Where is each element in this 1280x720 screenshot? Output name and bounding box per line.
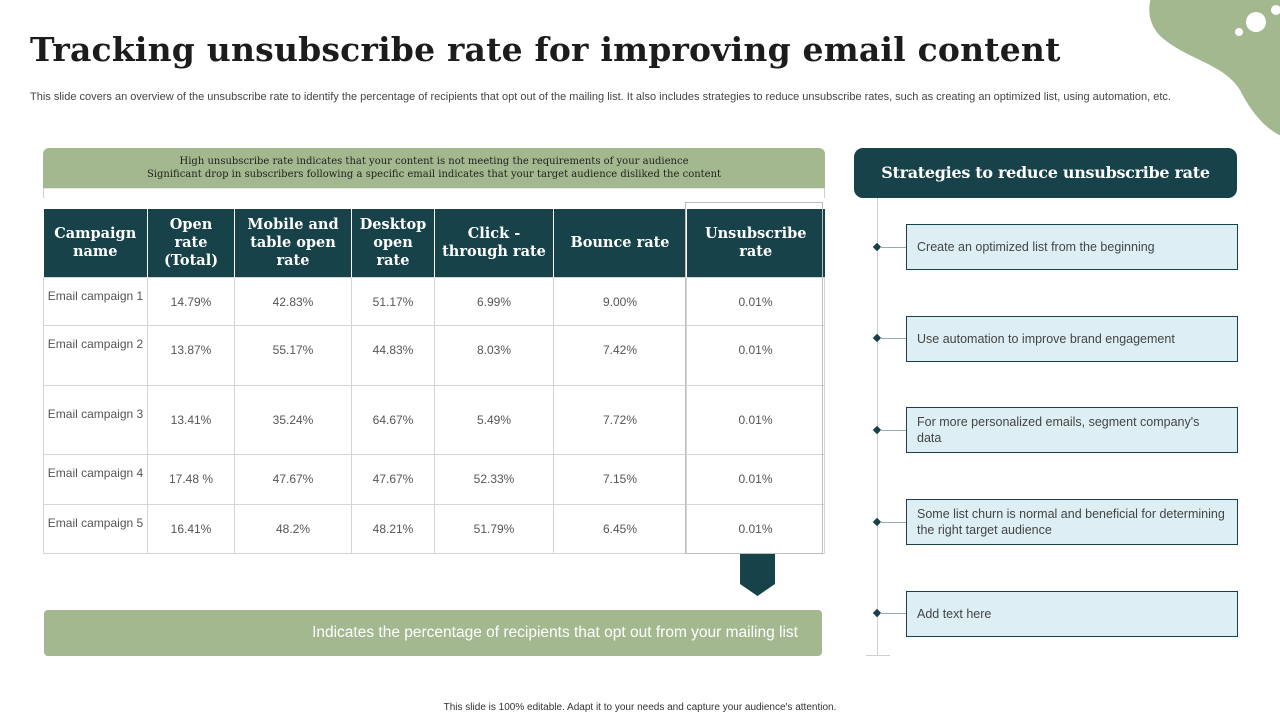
cell-desktop-open-rate: 48.21% (351, 503, 435, 554)
top-banner-line-2: Significant drop in subscribers followin… (146, 169, 722, 180)
timeline-connector (880, 430, 906, 431)
header-click-through-rate: Click -through rate (434, 209, 554, 277)
timeline-connector (880, 522, 906, 523)
header-campaign-name: Campaign name (43, 209, 148, 277)
bottom-banner: Indicates the percentage of recipients t… (44, 610, 822, 656)
top-banner: High unsubscribe rate indicates that you… (43, 148, 825, 188)
table-row: Email campaign 2 13.87% 55.17% 44.83% 8.… (43, 324, 825, 386)
cell-unsubscribe-rate: 0.01% (686, 384, 825, 455)
header-bounce-rate: Bounce rate (553, 209, 687, 277)
timeline-connector (880, 613, 906, 614)
cell-unsubscribe-rate: 0.01% (686, 276, 825, 326)
cell-mobile-open-rate: 55.17% (234, 324, 352, 386)
header-desktop-open-rate: Desktop open rate (351, 209, 435, 277)
timeline-foot (866, 655, 890, 656)
cell-campaign-name: Email campaign 3 (43, 384, 148, 455)
footer-note: This slide is 100% editable. Adapt it to… (443, 702, 837, 713)
cell-click-through-rate: 5.49% (434, 384, 554, 455)
cell-click-through-rate: 52.33% (434, 453, 554, 505)
cell-mobile-open-rate: 48.2% (234, 503, 352, 554)
top-banner-line-1: High unsubscribe rate indicates that you… (179, 156, 689, 167)
cell-open-rate: 17.48 % (147, 453, 235, 505)
table-header-row: Campaign name Open rate (Total) Mobile a… (43, 209, 825, 277)
strategy-item: Some list churn is normal and beneficial… (906, 499, 1238, 545)
page-subtitle: This slide covers an overview of the uns… (30, 91, 1171, 103)
table-row: Email campaign 3 13.41% 35.24% 64.67% 5.… (43, 384, 825, 455)
cell-bounce-rate: 7.15% (553, 453, 687, 505)
cell-mobile-open-rate: 42.83% (234, 276, 352, 326)
cell-click-through-rate: 51.79% (434, 503, 554, 554)
header-unsubscribe-rate: Unsubscribe rate (686, 209, 825, 277)
strategy-item: For more personalized emails, segment co… (906, 407, 1238, 453)
cell-open-rate: 16.41% (147, 503, 235, 554)
cell-unsubscribe-rate: 0.01% (686, 453, 825, 505)
cell-campaign-name: Email campaign 4 (43, 453, 148, 505)
strategies-header-label: Strategies to reduce unsubscribe rate (881, 163, 1210, 182)
arrow-down-icon (740, 554, 775, 596)
cell-bounce-rate: 9.00% (553, 276, 687, 326)
cell-open-rate: 14.79% (147, 276, 235, 326)
header-mobile-open-rate: Mobile and table open rate (234, 209, 352, 277)
cell-bounce-rate: 6.45% (553, 503, 687, 554)
campaign-table: Campaign name Open rate (Total) Mobile a… (43, 209, 825, 554)
cell-campaign-name: Email campaign 5 (43, 503, 148, 554)
cell-desktop-open-rate: 51.17% (351, 276, 435, 326)
cell-campaign-name: Email campaign 2 (43, 324, 148, 386)
cell-unsubscribe-rate: 0.01% (686, 324, 825, 386)
cell-click-through-rate: 8.03% (434, 324, 554, 386)
top-banner-strip (43, 188, 825, 198)
timeline-connector (880, 247, 906, 248)
cell-open-rate: 13.41% (147, 384, 235, 455)
cell-bounce-rate: 7.72% (553, 384, 687, 455)
strategy-item: Add text here (906, 591, 1238, 637)
table-row: Email campaign 5 16.41% 48.2% 48.21% 51.… (43, 503, 825, 554)
cell-bounce-rate: 7.42% (553, 324, 687, 386)
table-row: Email campaign 4 17.48 % 47.67% 47.67% 5… (43, 453, 825, 505)
cell-click-through-rate: 6.99% (434, 276, 554, 326)
cell-mobile-open-rate: 47.67% (234, 453, 352, 505)
page-title: Tracking unsubscribe rate for improving … (30, 30, 1061, 69)
strategy-item: Create an optimized list from the beginn… (906, 224, 1238, 270)
cell-desktop-open-rate: 47.67% (351, 453, 435, 505)
strategies-header: Strategies to reduce unsubscribe rate (854, 148, 1237, 198)
cell-mobile-open-rate: 35.24% (234, 384, 352, 455)
corner-decoration (1149, 0, 1280, 136)
cell-open-rate: 13.87% (147, 324, 235, 386)
cell-unsubscribe-rate: 0.01% (686, 503, 825, 554)
cell-desktop-open-rate: 64.67% (351, 384, 435, 455)
cell-campaign-name: Email campaign 1 (43, 276, 148, 326)
strategy-item: Use automation to improve brand engageme… (906, 316, 1238, 362)
table-row: Email campaign 1 14.79% 42.83% 51.17% 6.… (43, 276, 825, 326)
header-open-rate: Open rate (Total) (147, 209, 235, 277)
cell-desktop-open-rate: 44.83% (351, 324, 435, 386)
timeline-connector (880, 338, 906, 339)
